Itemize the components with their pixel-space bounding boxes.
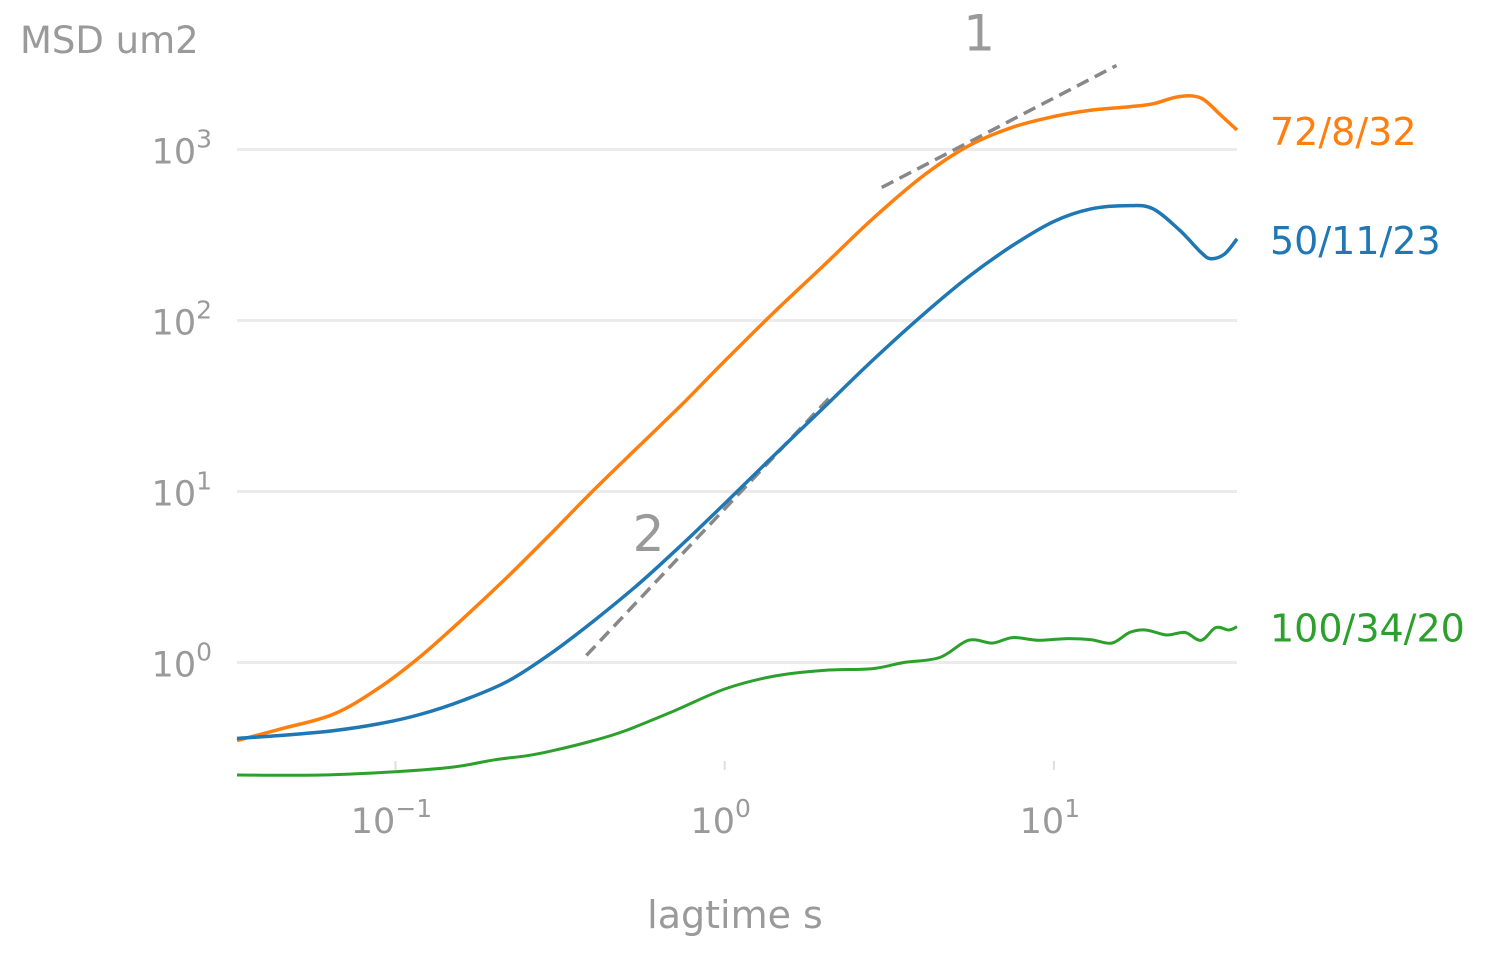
series-label: 50/11/23 <box>1270 219 1441 263</box>
x-axis-ticks: 10−1 100 101 <box>351 761 1080 842</box>
x-axis-label: lagtime s <box>647 893 823 937</box>
y-tick-label: 102 <box>152 296 212 344</box>
x-tick-label: 100 <box>690 794 750 842</box>
slope-guides: 21 <box>585 5 1118 657</box>
x-tick-label: 10−1 <box>351 794 432 842</box>
data-series <box>236 94 1239 777</box>
slope-label: 2 <box>633 505 665 563</box>
series-line <box>236 203 1239 741</box>
y-tick-label: 103 <box>152 125 212 173</box>
y-axis-label: MSD um2 <box>20 19 199 62</box>
series-line <box>236 94 1239 743</box>
slope-guide-line <box>880 63 1118 190</box>
series-label: 72/8/32 <box>1270 110 1417 154</box>
x-tick-label: 101 <box>1020 794 1080 842</box>
y-tick-label: 100 <box>152 638 212 686</box>
series-label: 100/34/20 <box>1270 607 1465 651</box>
y-axis-ticks: 100 101 102 103 <box>152 125 212 686</box>
series-labels: 72/8/32 50/11/23 100/34/20 <box>1270 110 1465 651</box>
series-line <box>236 625 1238 777</box>
y-gridlines <box>237 148 1237 665</box>
slope-label: 1 <box>963 5 995 63</box>
y-tick-label: 101 <box>152 467 212 515</box>
